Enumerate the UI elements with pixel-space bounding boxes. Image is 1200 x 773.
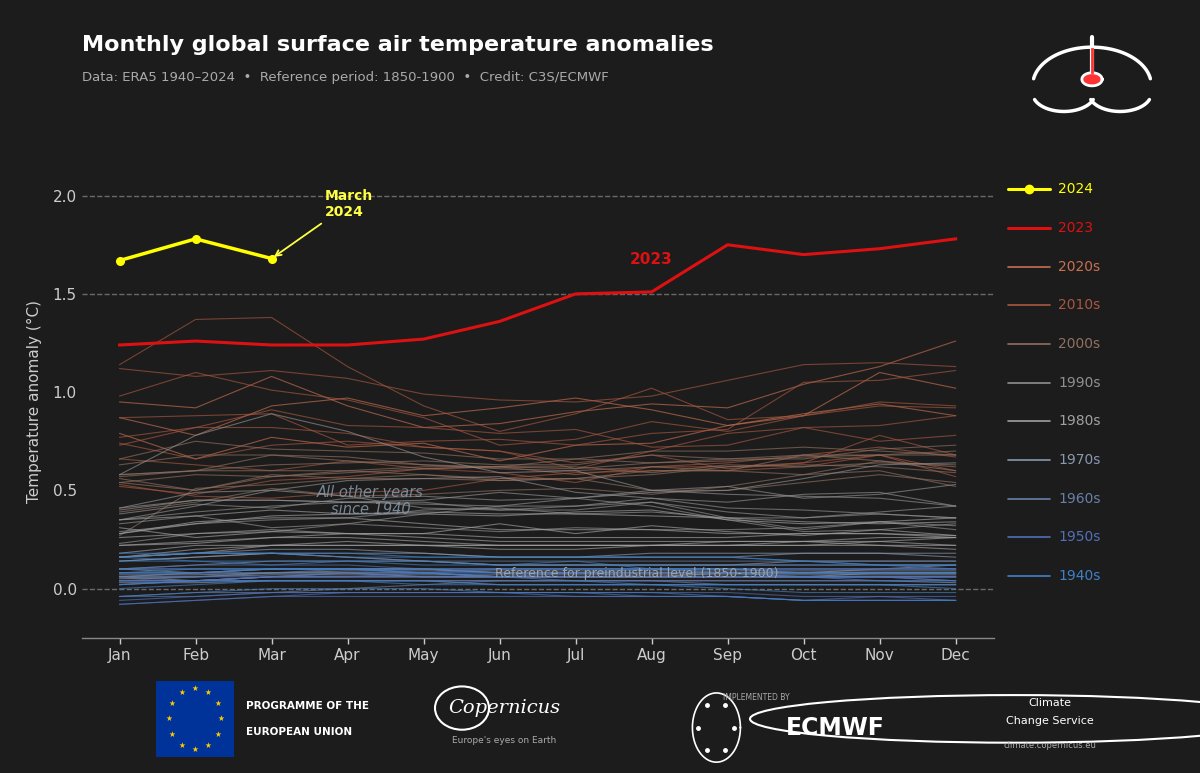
- Text: PROGRAMME OF THE: PROGRAMME OF THE: [246, 701, 370, 711]
- Text: 2010s: 2010s: [1058, 298, 1100, 312]
- Text: ★: ★: [205, 741, 211, 750]
- Text: ★: ★: [179, 688, 185, 697]
- Text: Change Service: Change Service: [1006, 716, 1094, 726]
- Text: Copernicus: Copernicus: [448, 699, 560, 717]
- Text: 2000s: 2000s: [1058, 337, 1100, 351]
- Text: Climate: Climate: [1028, 698, 1072, 707]
- Text: Reference for preindustrial level (1850-1900): Reference for preindustrial level (1850-…: [494, 567, 778, 580]
- Text: 1990s: 1990s: [1058, 376, 1100, 390]
- Text: ECMWF: ECMWF: [786, 716, 884, 740]
- Text: March
2024: March 2024: [276, 189, 373, 256]
- Text: 2023: 2023: [630, 253, 673, 267]
- Text: EUROPEAN UNION: EUROPEAN UNION: [246, 727, 352, 737]
- Y-axis label: Temperature anomaly (°C): Temperature anomaly (°C): [26, 301, 42, 503]
- FancyBboxPatch shape: [156, 681, 234, 757]
- Text: climate.copernicus.eu: climate.copernicus.eu: [1003, 741, 1097, 751]
- Text: Monthly global surface air temperature anomalies: Monthly global surface air temperature a…: [82, 35, 713, 55]
- Text: 1940s: 1940s: [1058, 569, 1100, 583]
- Text: 1980s: 1980s: [1058, 414, 1100, 428]
- Text: ★: ★: [218, 714, 224, 724]
- Text: ★: ★: [205, 688, 211, 697]
- Text: 2024: 2024: [1058, 182, 1093, 196]
- Text: ★: ★: [215, 730, 221, 738]
- Text: ★: ★: [169, 730, 175, 738]
- Text: 1960s: 1960s: [1058, 492, 1100, 506]
- Text: 2020s: 2020s: [1058, 260, 1100, 274]
- Text: Data: ERA5 1940–2024  •  Reference period: 1850-1900  •  Credit: C3S/ECMWF: Data: ERA5 1940–2024 • Reference period:…: [82, 71, 608, 84]
- Polygon shape: [1082, 73, 1102, 86]
- Text: ★: ★: [179, 741, 185, 750]
- Text: ★: ★: [192, 684, 198, 693]
- Text: 1950s: 1950s: [1058, 530, 1100, 544]
- Text: ★: ★: [192, 744, 198, 754]
- Text: All other years
since 1940: All other years since 1940: [317, 485, 424, 517]
- Text: IMPLEMENTED BY: IMPLEMENTED BY: [722, 693, 790, 702]
- Text: ★: ★: [166, 714, 172, 724]
- Text: ★: ★: [169, 700, 175, 708]
- Text: ★: ★: [215, 700, 221, 708]
- Text: Europe's eyes on Earth: Europe's eyes on Earth: [452, 736, 556, 745]
- Text: 2023: 2023: [1058, 221, 1093, 235]
- Text: 1970s: 1970s: [1058, 453, 1100, 467]
